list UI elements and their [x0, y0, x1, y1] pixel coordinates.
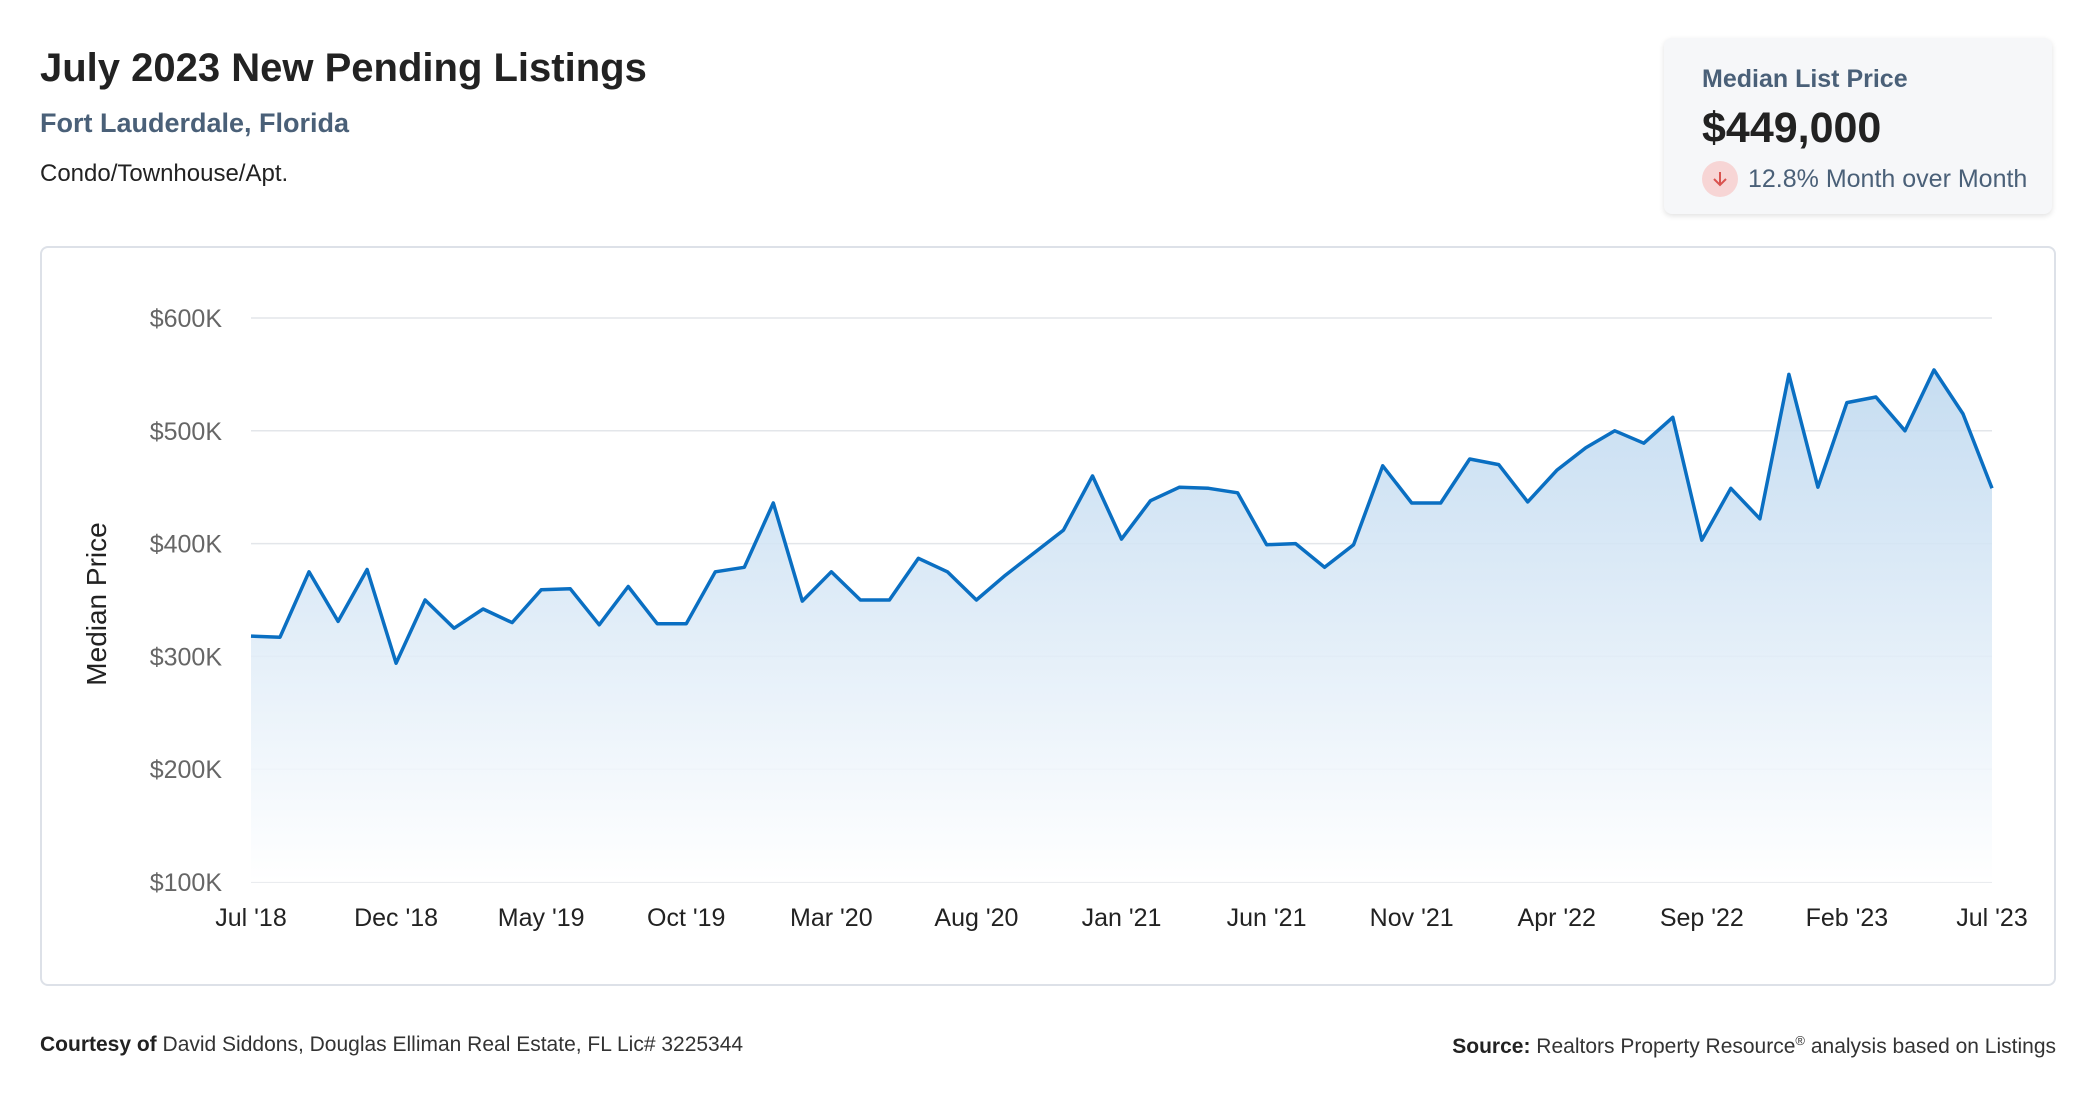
x-tick-label: Jul '23	[1956, 904, 2027, 932]
x-tick-label: Nov '21	[1370, 904, 1454, 932]
y-tick-label: $300K	[150, 643, 223, 671]
area-fill	[251, 369, 1992, 882]
x-tick-label: Oct '19	[647, 904, 725, 932]
x-tick-label: Jul '18	[215, 904, 286, 932]
source-footer: Source: Realtors Property Resource® anal…	[1452, 1033, 2056, 1059]
median-list-price-card: Median List Price $449,000 12.8% Month o…	[1664, 38, 2052, 214]
x-tick-label: Jan '21	[1082, 904, 1162, 932]
y-tick-label: $600K	[150, 305, 223, 333]
registered-mark: ®	[1795, 1033, 1805, 1048]
arrow-down-icon	[1702, 161, 1738, 197]
location-subtitle: Fort Lauderdale, Florida	[40, 108, 350, 138]
x-tick-label: Apr '22	[1518, 904, 1596, 932]
courtesy-label: Courtesy of	[40, 1033, 157, 1056]
x-tick-label: Jun '21	[1227, 904, 1307, 932]
stat-value: $449,000	[1702, 104, 1882, 152]
courtesy-text: David Siddons, Douglas Elliman Real Esta…	[162, 1033, 744, 1056]
y-tick-label: $400K	[150, 531, 223, 559]
area-fill-path	[251, 369, 1992, 882]
source-label: Source:	[1452, 1035, 1531, 1058]
x-tick-label: May '19	[498, 904, 585, 932]
source-suffix: analysis based on Listings	[1810, 1035, 2056, 1058]
x-tick-label: Sep '22	[1660, 904, 1744, 932]
x-axis-ticks: Jul '18 Dec '18 May '19 Oct '19 Mar '20 Aug '…	[215, 904, 2027, 932]
source-text: Realtors Property Resource	[1536, 1035, 1796, 1058]
courtesy-footer: Courtesy of David Siddons, Douglas Ellim…	[40, 1033, 743, 1057]
y-axis-label: Median Price	[81, 522, 112, 685]
series-line	[250, 368, 1994, 665]
stat-change: 12.8% Month over Month	[1702, 161, 2027, 197]
y-tick-label: $500K	[150, 418, 223, 446]
x-tick-label: Dec '18	[354, 904, 438, 932]
stat-change-text: 12.8% Month over Month	[1748, 164, 2028, 193]
x-tick-label: Aug '20	[934, 904, 1018, 932]
y-axis-ticks: $600K $500K $400K $300K $200K $100K	[150, 305, 223, 897]
stat-label: Median List Price	[1702, 65, 1908, 93]
chart-frame	[40, 246, 2056, 986]
y-tick-label: $200K	[150, 756, 223, 784]
page-title: July 2023 New Pending Listings	[40, 46, 647, 90]
y-tick-label: $100K	[150, 869, 223, 897]
median-price-line	[250, 368, 1994, 665]
x-tick-label: Feb '23	[1806, 904, 1889, 932]
property-type-label: Condo/Townhouse/Apt.	[40, 160, 289, 187]
median-price-chart: $600K $500K $400K $300K $200K $100K Jul '18 De…	[81, 305, 2028, 932]
x-tick-label: Mar '20	[790, 904, 873, 932]
